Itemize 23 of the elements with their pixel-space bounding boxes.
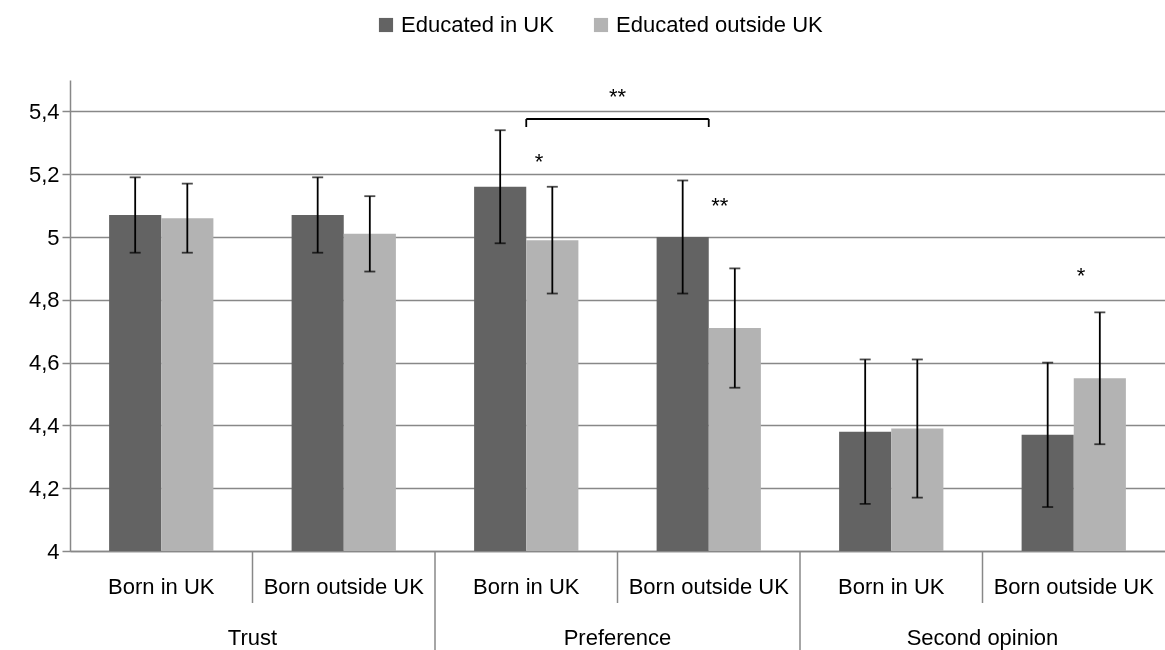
y-tick-label: 4,8 bbox=[28, 287, 60, 313]
y-tick-label: 5,2 bbox=[28, 161, 60, 187]
annotation: * bbox=[1076, 263, 1086, 288]
x-tick-label: Born in UK bbox=[108, 573, 215, 599]
y-tick-label: 4,6 bbox=[28, 350, 60, 376]
x-tick-label: Born outside UK bbox=[993, 573, 1155, 599]
y-tick-label: 4,2 bbox=[28, 475, 60, 501]
text: Second opinion bbox=[906, 625, 1059, 650]
x-tick-label: Born outside UK bbox=[263, 573, 425, 599]
annotation: ** bbox=[608, 84, 627, 109]
y-tick-label: 4 bbox=[47, 538, 60, 564]
annotation: * bbox=[534, 149, 544, 174]
annotation: ** bbox=[711, 193, 729, 218]
text: Preference bbox=[563, 625, 672, 650]
legend-label: Educated in UK bbox=[401, 12, 555, 37]
x-tick-label: Born in UK bbox=[838, 573, 945, 599]
x-tick-label: Born outside UK bbox=[628, 573, 790, 599]
y-tick-label: 4,4 bbox=[28, 412, 60, 438]
x-tick-label: Born in UK bbox=[473, 573, 580, 599]
y-tick-label: 5 bbox=[47, 224, 60, 250]
y-tick-label: 5,4 bbox=[28, 98, 60, 124]
legend-label: Educated outside UK bbox=[616, 12, 824, 37]
text: Trust bbox=[227, 625, 278, 650]
